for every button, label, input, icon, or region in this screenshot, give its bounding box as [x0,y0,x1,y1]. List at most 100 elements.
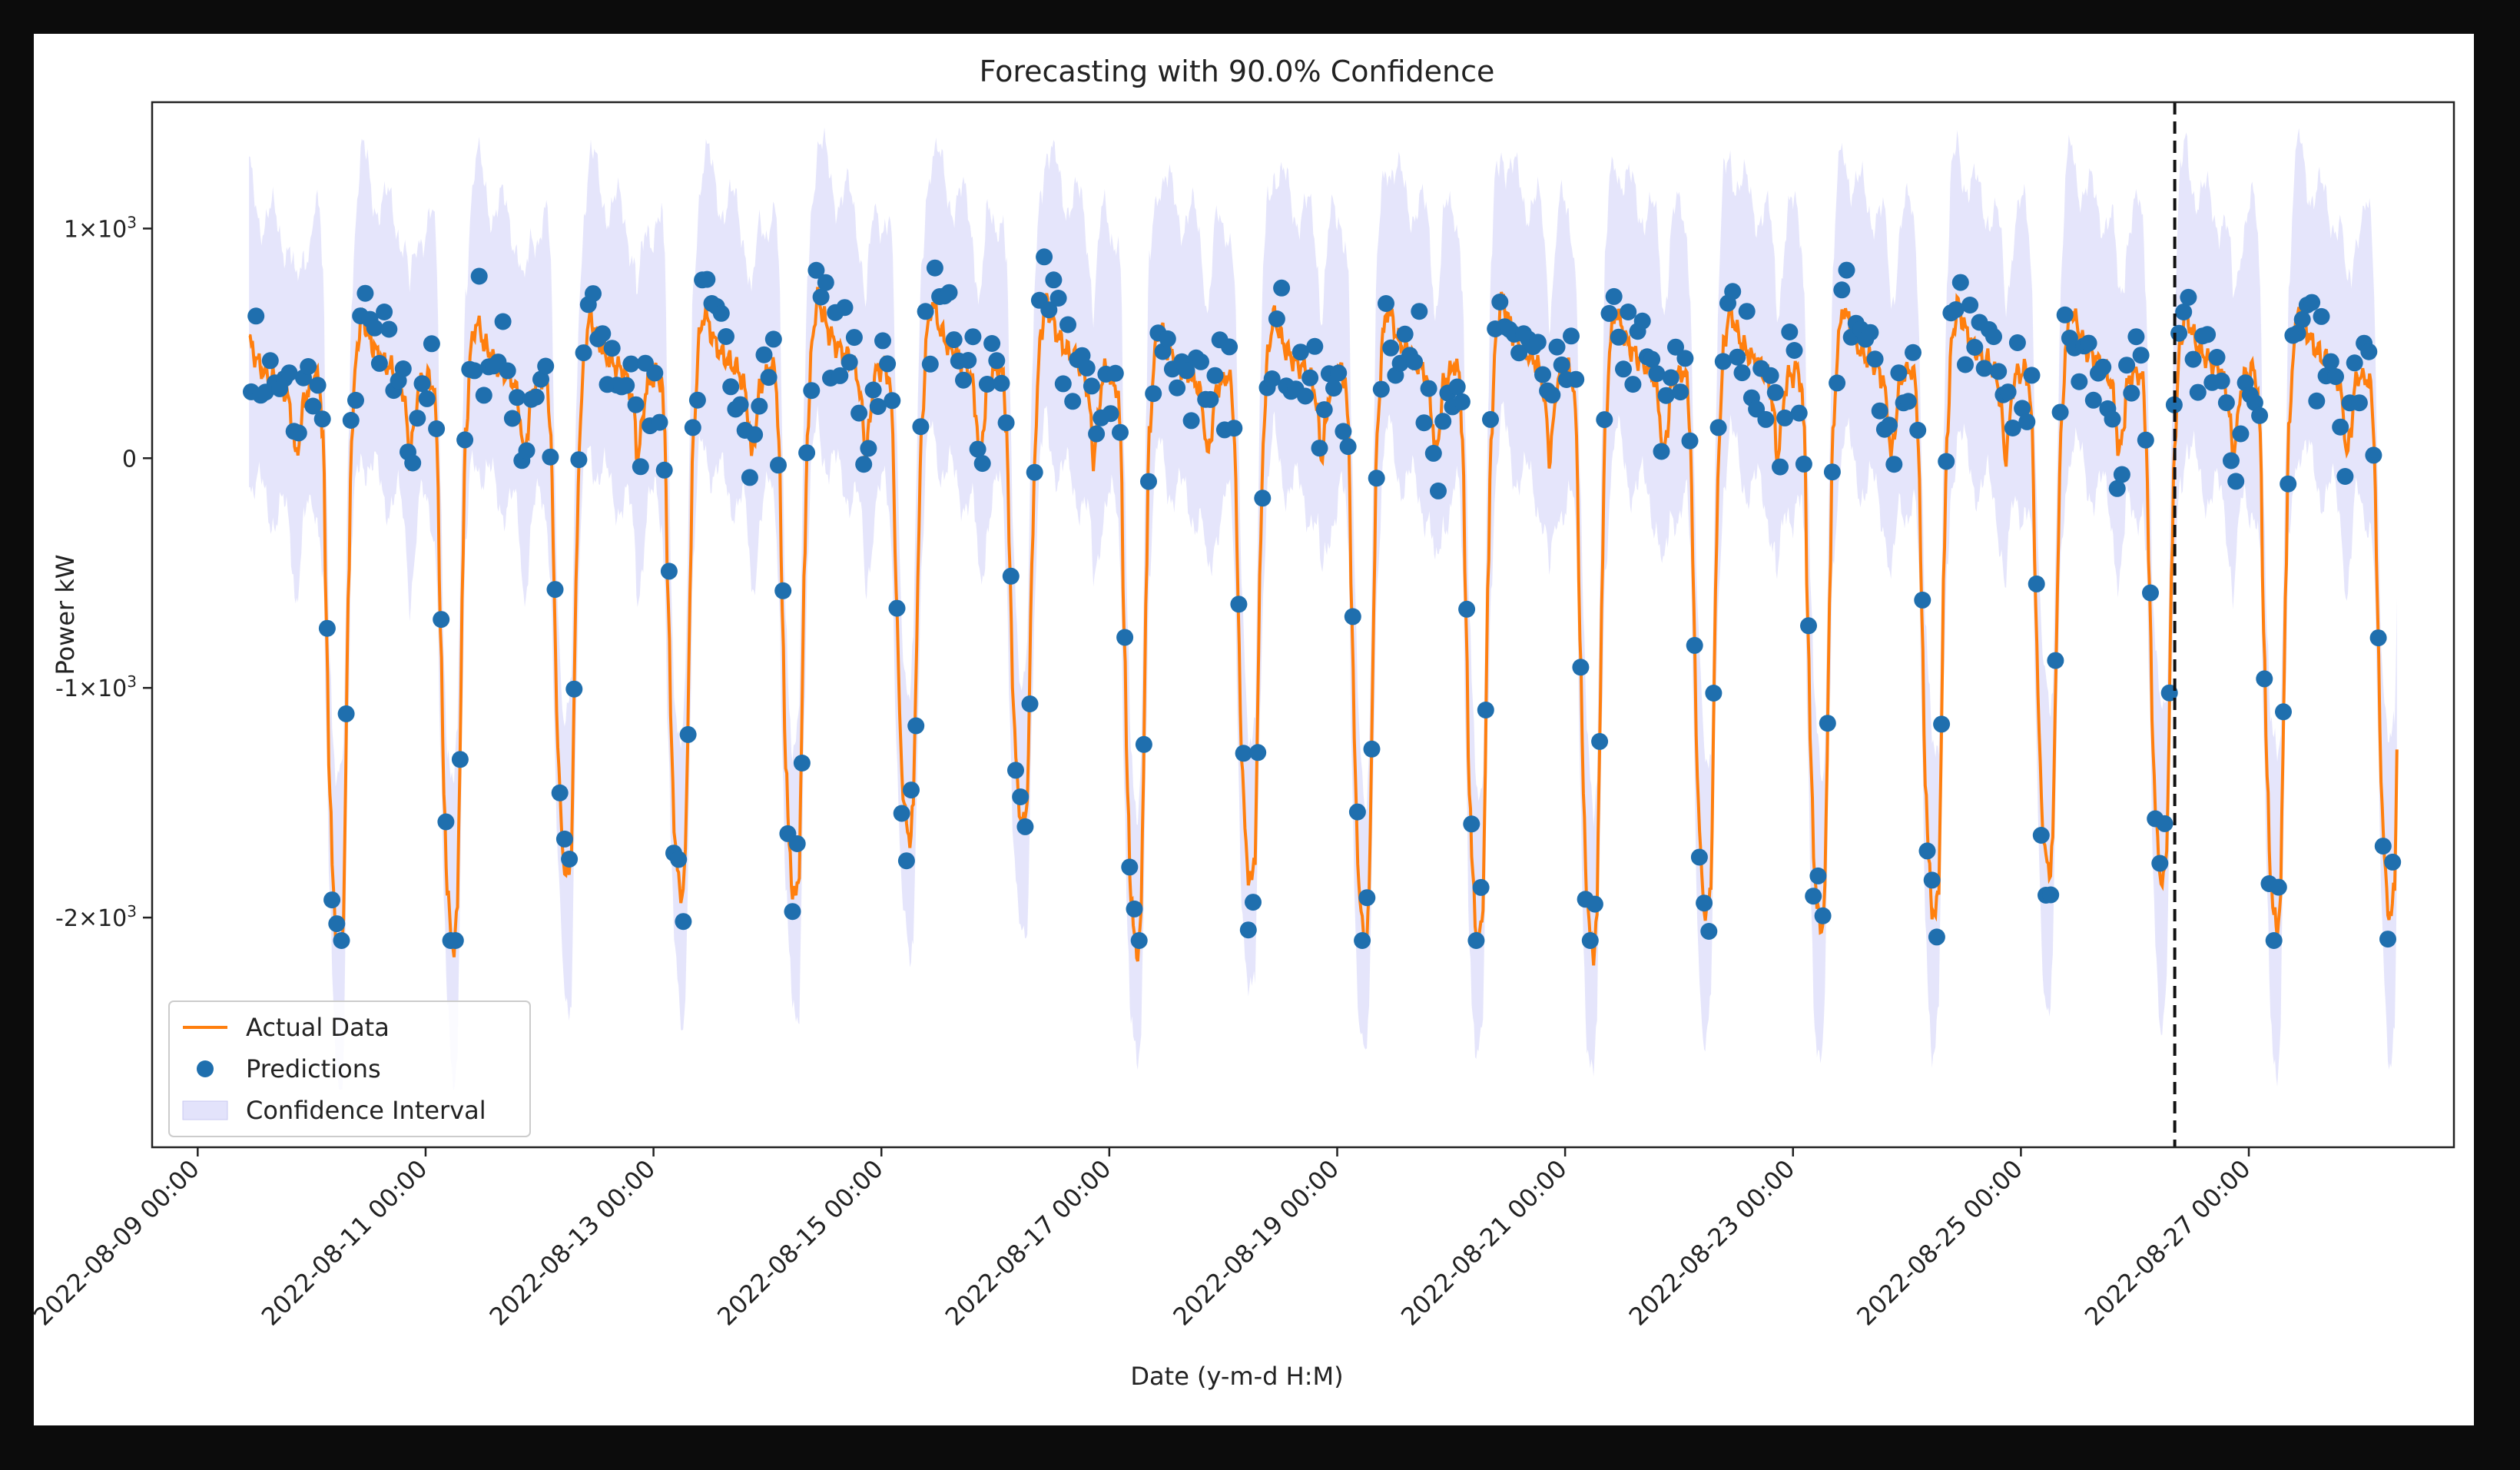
prediction-point [897,852,915,870]
prediction-point [788,835,806,852]
prediction-point [1885,456,1903,473]
prediction-point [874,332,891,350]
prediction-point [2217,394,2235,412]
prediction-point [585,285,602,303]
legend-label: Actual Data [246,1013,390,1042]
prediction-point [646,364,664,382]
prediction-point [2289,324,2306,342]
prediction-point [418,390,436,407]
prediction-point [2080,334,2097,352]
prediction-point [1102,405,1119,423]
prediction-point [960,352,977,369]
prediction-point [860,440,877,457]
prediction-point [1348,803,1366,821]
prediction-point [1918,842,1936,860]
prediction-point [1192,353,1209,370]
prediction-point [2042,886,2060,904]
prediction-point [1733,364,1751,382]
prediction-point [2023,367,2041,384]
prediction-point [466,362,483,380]
prediction-point [1225,420,1243,437]
prediction-point [2156,815,2174,832]
prediction-point [660,562,678,580]
prediction-point [1154,343,1172,360]
prediction-point [1548,338,1566,356]
prediction-point [850,404,868,422]
prediction-point [1786,342,1803,359]
prediction-point [817,274,834,291]
prediction-point [537,357,555,375]
prediction-point [2213,372,2230,390]
prediction-point [2014,400,2031,417]
prediction-point [247,307,265,325]
prediction-point [2184,350,2202,368]
prediction-point [1605,287,1623,305]
prediction-point [1169,379,1186,397]
prediction-point [1838,261,1855,279]
prediction-point [651,413,668,431]
prediction-point [1762,367,1779,384]
prediction-point [2170,324,2188,342]
prediction-point [1292,343,1309,361]
prediction-point [907,717,925,735]
prediction-point [1268,310,1285,327]
prediction-point [394,360,412,377]
forecast-chart: Forecasting with 90.0% Confidence Date (… [34,55,2455,1391]
prediction-point [1591,732,1609,750]
prediction-point [2350,394,2368,412]
prediction-point [2327,368,2344,386]
prediction-point [1823,463,1841,481]
prediction-point [1088,425,1106,443]
prediction-point [1344,608,1361,625]
prediction-point [2151,854,2169,872]
prediction-point [1700,923,1718,940]
prediction-point [1363,740,1381,758]
prediction-point [1681,432,1699,450]
prediction-point [1330,364,1348,382]
x-tick-label: 2022-08-21 00:00 [1395,1154,1573,1332]
prediction-point [684,419,701,436]
prediction-point [2360,343,2378,360]
prediction-point [675,913,692,931]
prediction-point [2104,410,2121,428]
prediction-point [760,369,778,387]
prediction-point [1230,596,1248,613]
prediction-point [869,398,887,415]
prediction-point [2369,629,2387,647]
prediction-point [940,284,958,301]
prediction-point [347,391,364,409]
prediction-point [679,725,697,743]
prediction-point [1766,383,1784,401]
prediction-point [1624,376,1642,393]
prediction-point [988,352,1006,370]
prediction-point [2293,310,2311,328]
legend-label: Predictions [246,1054,381,1083]
prediction-point [997,414,1015,432]
prediction-point [2232,425,2250,443]
legend-box [168,1000,531,1137]
prediction-point [812,288,830,306]
prediction-point [2313,307,2330,325]
prediction-point [1059,316,1076,333]
prediction-point [1297,387,1314,405]
chart-title: Forecasting with 90.0% Confidence [980,55,1495,88]
prediction-point [1040,301,1058,319]
prediction-point [342,412,360,429]
prediction-point [290,424,307,442]
y-axis-label: Power kW [51,554,80,675]
prediction-point [1453,393,1471,410]
prediction-point [807,261,825,279]
prediction-point [1396,325,1414,343]
prediction-point [527,388,545,406]
prediction-point [2113,466,2130,483]
prediction-point [2108,479,2126,497]
prediction-point [1372,380,1390,398]
prediction-point [594,325,612,343]
prediction-point [955,371,972,389]
prediction-point [1795,455,1812,473]
prediction-point [1424,444,1442,462]
prediction-point [337,705,355,722]
prediction-point [1714,353,1732,370]
prediction-point [983,335,1001,352]
prediction-point [565,680,583,698]
